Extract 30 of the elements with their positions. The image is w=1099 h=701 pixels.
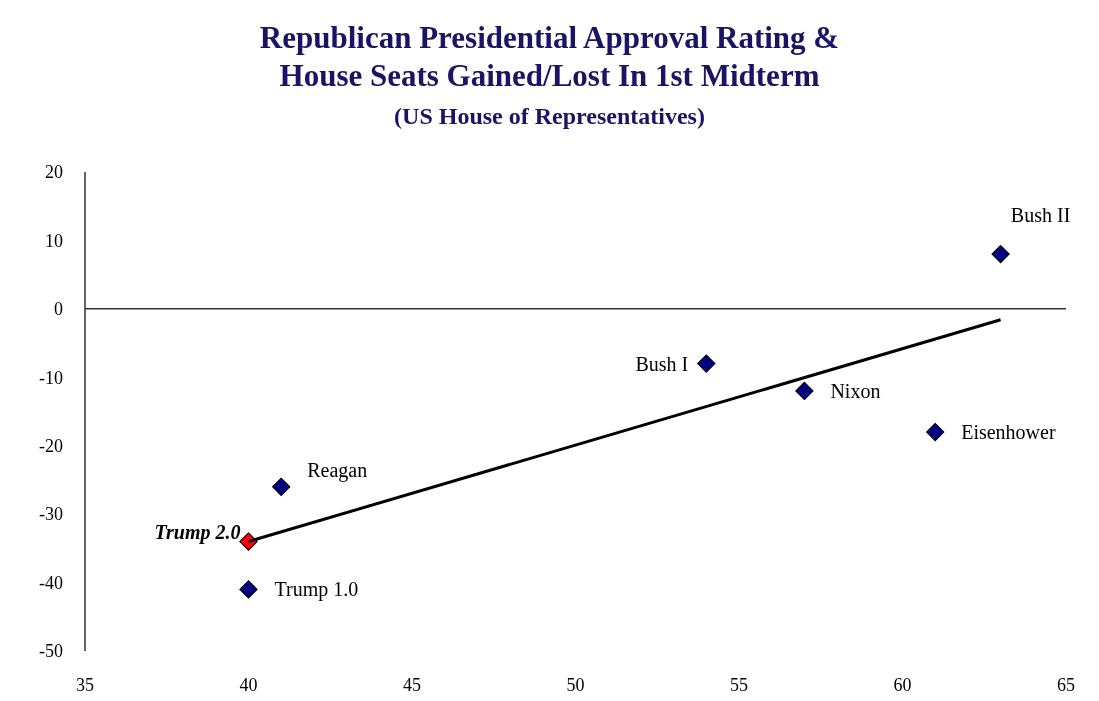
annotation: Bush II (1010, 204, 1071, 227)
point (239, 580, 258, 599)
annotation: Nixon (830, 379, 881, 402)
x-tick-label: 55 (730, 675, 748, 695)
y-tick-label: -20 (39, 436, 63, 457)
y-tick-label: 0 (54, 299, 63, 320)
point (697, 354, 716, 373)
annotation: Eisenhower (961, 421, 1056, 444)
x-tick-label: 35 (76, 675, 94, 695)
annotation: Bush I (635, 352, 689, 375)
x-tick-label: 40 (239, 675, 258, 695)
y-tick-label: 20 (45, 162, 63, 183)
point (795, 381, 814, 401)
y-tick-label: -50 (39, 641, 63, 662)
annotation: Trump 1.0 (274, 578, 359, 602)
chart-subtitle: (US House of Representatives) (394, 103, 705, 129)
point (926, 422, 945, 442)
annotation: Trump 2.0 (154, 520, 241, 544)
y-tick-label: -30 (39, 504, 63, 525)
x-tick-label: 60 (893, 675, 912, 695)
y-tick-label: -10 (39, 367, 63, 388)
point (991, 244, 1010, 264)
point (272, 477, 291, 496)
x-tick-label: 50 (566, 675, 585, 695)
y-tick-label: 10 (45, 230, 63, 251)
x-tick-label: 65 (1057, 675, 1075, 695)
annotation: Reagan (307, 458, 368, 482)
x-tick-label: 45 (403, 675, 421, 695)
y-tick-label: -40 (39, 572, 63, 593)
chart-title: Republican Presidential Approval Rating & House Seats Gained/Lost In 1st Midterm (259, 20, 840, 93)
